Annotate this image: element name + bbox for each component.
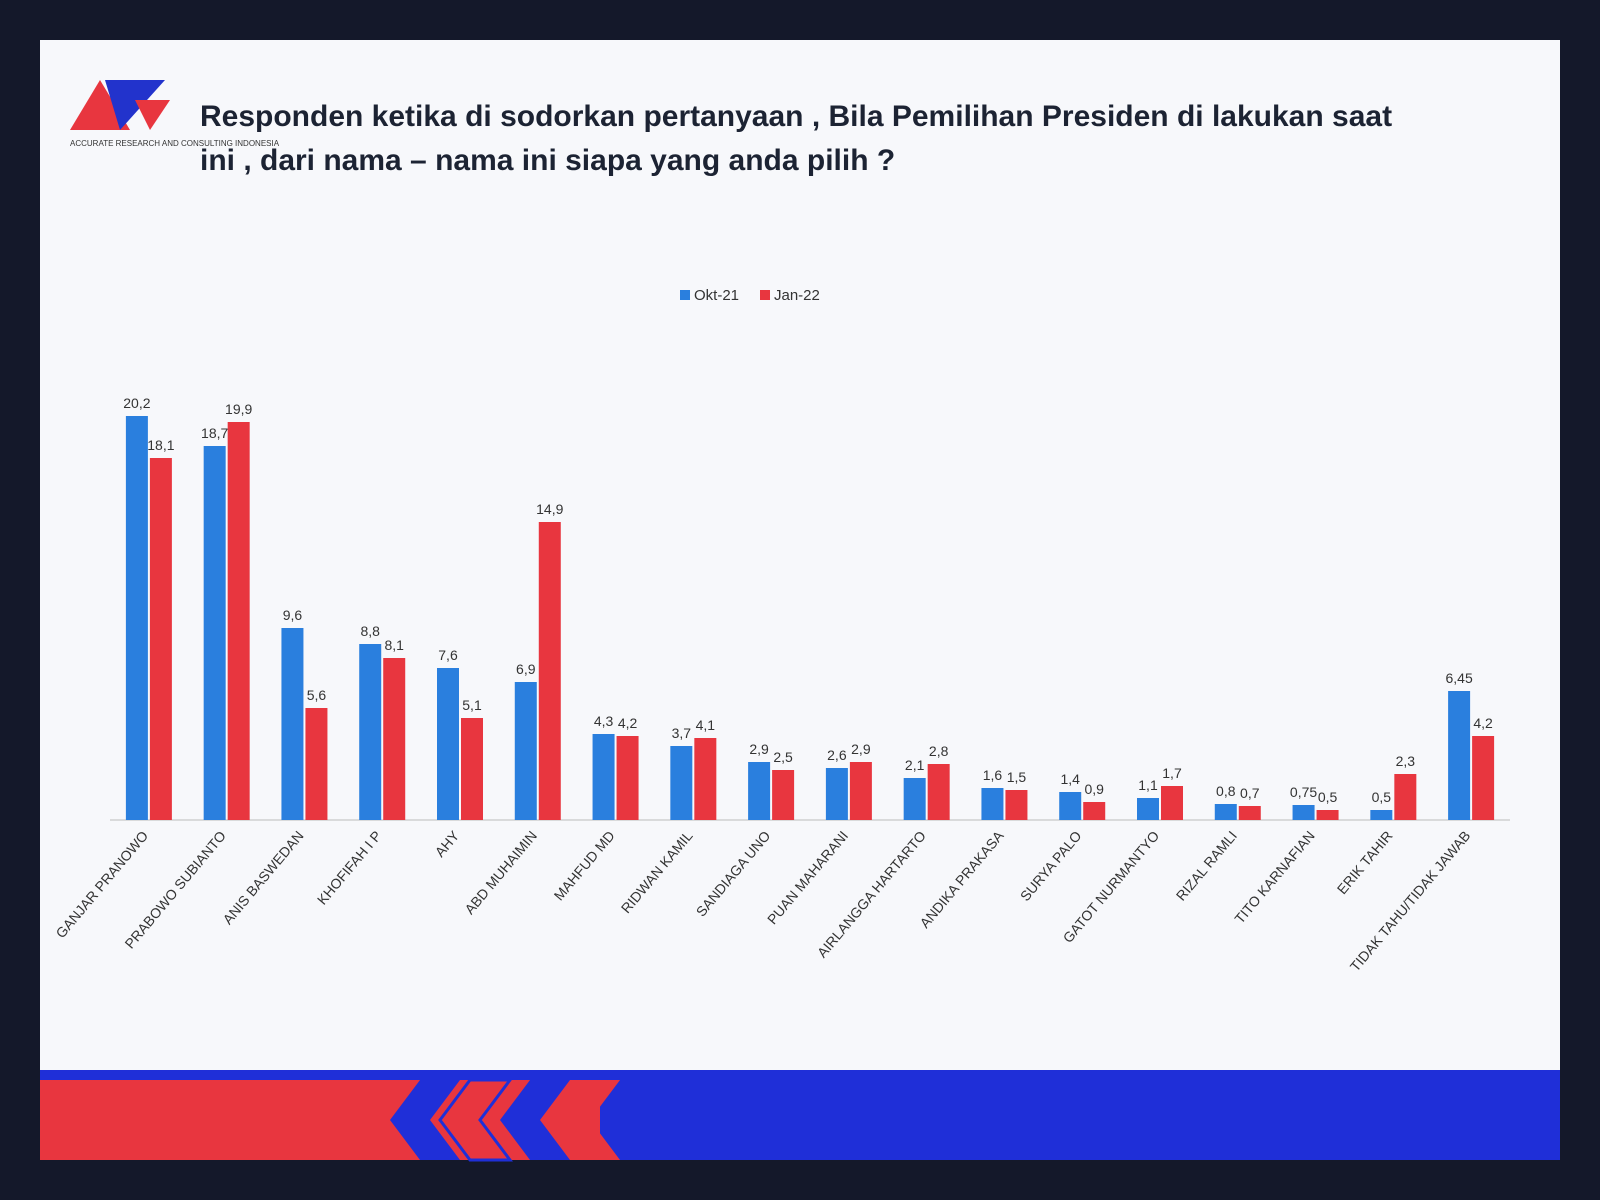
bar [1292,805,1315,820]
data-label: 1,1 [1138,777,1158,793]
legend-label: Okt-21 [694,287,739,304]
bar [1370,810,1393,820]
data-label: 5,1 [462,697,482,713]
bar [927,764,950,820]
bar [1083,802,1106,820]
legend-swatch [680,290,690,300]
data-label: 2,3 [1396,753,1416,769]
data-label: 14,9 [536,501,563,517]
data-label: 1,4 [1060,771,1080,787]
data-label: 0,5 [1372,789,1392,805]
legend-label: Jan-22 [774,287,820,304]
data-label: 7,6 [438,647,458,663]
bar [772,770,795,820]
data-label: 4,2 [618,715,638,731]
data-label: 9,6 [283,607,303,623]
data-label: 8,8 [360,623,380,639]
bar [125,416,148,820]
bar [359,644,382,820]
bar [514,682,537,820]
bar [1214,804,1237,820]
data-label: 0,5 [1318,789,1338,805]
data-label: 2,5 [773,749,793,765]
bar [1005,790,1028,820]
bar [592,734,615,820]
data-label: 5,6 [307,687,327,703]
bar [670,746,693,820]
bar [305,708,328,820]
data-label: 2,9 [851,741,871,757]
bar [538,522,561,820]
bar [1238,806,1261,820]
bar [1059,792,1082,820]
bar [437,668,459,820]
data-label: 6,9 [516,661,536,677]
logo-text: ACCURATE RESEARCH AND CONSULTING INDONES… [70,139,280,148]
data-label: 4,3 [594,713,614,729]
title-box: Responden ketika di sodorkan pertanyaan … [200,100,1393,177]
bar [825,768,848,820]
bar [903,778,926,820]
data-label: 19,9 [225,401,252,417]
bar [461,718,483,820]
data-label: 1,7 [1162,765,1182,781]
data-label: 20,2 [123,395,150,411]
footer [40,1070,1560,1162]
data-label: 0,7 [1240,785,1260,801]
data-label: 1,5 [1007,769,1027,785]
bar [748,762,771,820]
bar [1161,786,1183,820]
bar [1316,810,1339,820]
data-label: 18,1 [147,437,174,453]
data-label: 8,1 [384,637,404,653]
data-label: 0,9 [1084,781,1104,797]
legend-swatch [760,290,770,300]
bar [149,458,172,820]
data-label: 1,6 [983,767,1003,783]
bar [981,788,1004,820]
bar [227,422,250,820]
data-label: 4,2 [1473,715,1493,731]
bar [1137,798,1159,820]
bar [1448,691,1471,820]
data-label: 2,6 [827,747,847,763]
data-label: 2,1 [905,757,925,773]
slide [40,40,1560,1160]
bar [383,658,406,820]
logo [70,80,170,130]
data-label: 6,45 [1445,670,1472,686]
bar [1472,736,1495,820]
data-label: 0,8 [1216,783,1236,799]
data-label: 18,7 [201,425,228,441]
bar [849,762,872,820]
bar [616,736,639,820]
bar [203,446,226,820]
chart-title: Responden ketika di sodorkan pertanyaan … [200,100,1393,177]
data-label: 3,7 [672,725,692,741]
data-label: 4,1 [696,717,716,733]
bar [694,738,717,820]
data-label: 2,8 [929,743,949,759]
data-label: 2,9 [749,741,769,757]
data-label: 0,75 [1290,784,1317,800]
bar [281,628,304,820]
bar [1394,774,1417,820]
